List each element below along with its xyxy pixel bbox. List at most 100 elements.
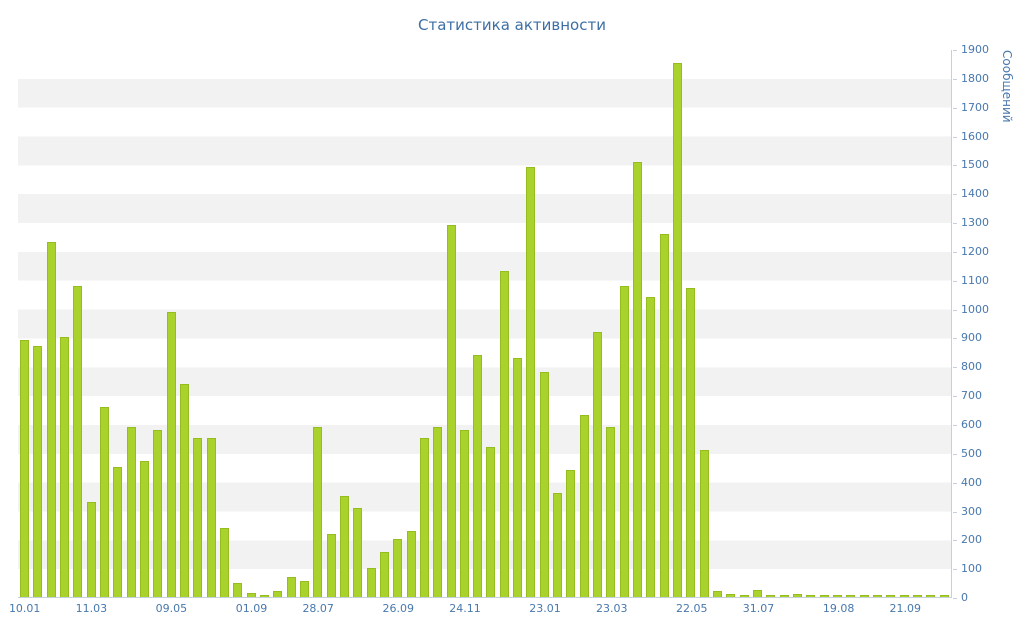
x-tick-label: 23.03 bbox=[596, 602, 628, 615]
bar bbox=[819, 595, 829, 597]
y-tick-mark bbox=[953, 424, 957, 426]
x-tick-label: 19.08 bbox=[822, 602, 855, 615]
bar bbox=[646, 297, 656, 597]
bar bbox=[779, 595, 789, 597]
y-tick-label: 200 bbox=[961, 533, 982, 547]
y-tick-label: 1400 bbox=[961, 187, 989, 201]
y-tick-mark bbox=[953, 78, 957, 80]
x-tick-label: 31.07 bbox=[742, 602, 775, 615]
y-tick-label: 1800 bbox=[961, 71, 989, 85]
y-tick-label: 1500 bbox=[961, 158, 989, 172]
bar bbox=[886, 595, 896, 597]
bar bbox=[846, 595, 856, 597]
x-tick-label: 22.05 bbox=[676, 602, 708, 615]
y-tick-mark bbox=[953, 223, 957, 225]
bar bbox=[539, 372, 549, 597]
bar bbox=[313, 426, 323, 597]
y-tick-label: 1900 bbox=[961, 43, 989, 56]
x-tick-label: 23.01 bbox=[529, 602, 561, 615]
bar bbox=[873, 595, 882, 597]
bar bbox=[326, 533, 336, 597]
bar bbox=[499, 271, 509, 597]
bar bbox=[73, 285, 83, 597]
bar bbox=[273, 591, 283, 597]
bar bbox=[99, 406, 109, 597]
bar bbox=[766, 594, 776, 597]
x-tick-label: 26.09 bbox=[382, 602, 415, 615]
bar bbox=[553, 493, 563, 597]
y-tick-label: 600 bbox=[961, 417, 982, 431]
bar bbox=[379, 552, 389, 597]
bar bbox=[566, 470, 576, 597]
y-tick-mark bbox=[953, 598, 957, 599]
y-tick-label: 1600 bbox=[961, 129, 989, 143]
y-tick-label: 100 bbox=[961, 562, 982, 576]
y-tick-label: 0 bbox=[961, 591, 968, 604]
bar bbox=[446, 224, 456, 597]
plot-area bbox=[18, 50, 952, 598]
bar bbox=[59, 337, 69, 597]
bar bbox=[406, 530, 416, 597]
bar bbox=[193, 438, 203, 597]
y-tick-mark bbox=[953, 453, 957, 455]
y-tick-label: 1700 bbox=[961, 100, 989, 114]
y-tick-label: 400 bbox=[961, 475, 982, 489]
bar bbox=[673, 63, 683, 597]
bar bbox=[739, 595, 749, 597]
y-tick-mark bbox=[953, 367, 957, 369]
y-tick-label: 700 bbox=[961, 389, 982, 403]
bar bbox=[113, 467, 123, 597]
bar bbox=[126, 426, 136, 597]
bar bbox=[339, 496, 349, 597]
bar bbox=[259, 594, 269, 597]
y-tick-mark bbox=[953, 251, 957, 253]
bar bbox=[353, 507, 363, 597]
y-tick-label: 500 bbox=[961, 446, 982, 460]
y-tick-mark bbox=[953, 194, 957, 196]
y-tick-mark bbox=[953, 107, 957, 109]
bar bbox=[686, 288, 696, 597]
bar bbox=[166, 311, 176, 597]
y-tick-mark bbox=[953, 482, 957, 484]
bar bbox=[526, 167, 536, 597]
bar bbox=[286, 576, 296, 597]
bar bbox=[33, 346, 43, 597]
y-tick-label: 1000 bbox=[961, 302, 989, 316]
bar bbox=[46, 242, 56, 597]
bar bbox=[219, 527, 229, 597]
x-tick-label: 28.07 bbox=[302, 602, 334, 615]
bar bbox=[859, 595, 869, 597]
bar bbox=[806, 595, 816, 597]
bar bbox=[206, 438, 216, 597]
bar bbox=[419, 438, 429, 597]
x-axis-labels: 10.01 11.03 09.05 01.09 28.07 26.09 24.11 23.01… bbox=[9, 602, 952, 618]
bar bbox=[726, 594, 736, 597]
bar bbox=[86, 501, 96, 597]
bar bbox=[393, 539, 403, 597]
y-tick-mark bbox=[953, 511, 957, 513]
bar bbox=[659, 233, 669, 597]
y-tick-label: 1200 bbox=[961, 244, 989, 258]
bar bbox=[153, 429, 163, 597]
bar bbox=[513, 357, 523, 597]
x-tick-label: 21.09 bbox=[889, 602, 922, 615]
y-axis-title: Сообщений bbox=[1000, 50, 1014, 123]
y-tick-label: 1100 bbox=[961, 273, 989, 287]
x-tick-label: 01.09 bbox=[235, 602, 268, 615]
bar bbox=[713, 591, 723, 597]
y-tick-mark bbox=[953, 309, 957, 311]
y-tick-mark bbox=[953, 136, 957, 138]
y-tick-label: 1300 bbox=[961, 216, 989, 230]
bar bbox=[233, 582, 243, 597]
bar bbox=[139, 461, 149, 597]
y-tick-mark bbox=[953, 569, 957, 571]
bar bbox=[899, 595, 909, 597]
y-tick-label: 800 bbox=[961, 360, 982, 374]
chart-title: Статистика активности bbox=[418, 16, 606, 34]
x-tick-label: 10.01 bbox=[8, 602, 41, 615]
bar bbox=[246, 592, 256, 597]
bar bbox=[473, 354, 483, 597]
y-tick-mark bbox=[953, 50, 957, 51]
y-tick-mark bbox=[953, 396, 957, 398]
bar bbox=[459, 429, 469, 597]
